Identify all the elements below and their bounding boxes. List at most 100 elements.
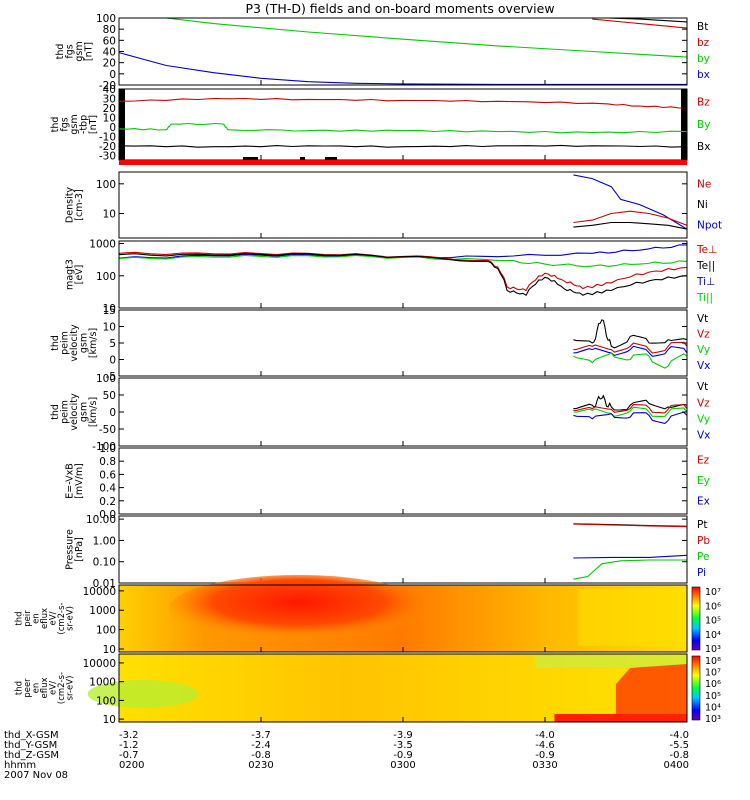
- y-tick-label: 20: [103, 58, 116, 70]
- y-axis-label-line: [nT]: [88, 115, 99, 134]
- y-axis-label-line: thd: [15, 611, 25, 625]
- series-line-Pe: [573, 559, 687, 580]
- y-axis-label-line: [eV]: [74, 265, 85, 285]
- series-line-Pi: [573, 554, 687, 559]
- legend-Pe: Pe: [697, 551, 709, 563]
- y-tick-label: 40: [103, 47, 116, 59]
- footer-value: -1.2: [119, 740, 139, 751]
- legend-Ey: Ey: [697, 475, 710, 487]
- y-tick-label: -50: [99, 424, 116, 436]
- legend-Vy: Vy: [697, 344, 710, 356]
- footer-row-label: thd_Z-GSM: [4, 750, 59, 761]
- y-tick-label: 100: [96, 625, 116, 637]
- y-tick-label: 15: [103, 305, 116, 317]
- y-axis-label-line: -tbp: [79, 115, 90, 134]
- figure-title: P3 (TH-D) fields and on-board moments ov…: [245, 1, 554, 16]
- colorbar-tick-label: 10⁸: [705, 656, 721, 667]
- legend-Ti||: Ti||: [696, 292, 713, 304]
- y-axis-label-line: [nPa]: [74, 537, 85, 562]
- colorbar-tick-label: 10⁷: [705, 668, 721, 679]
- y-tick-label: 0.4: [99, 483, 116, 495]
- y-tick-label: -30: [99, 150, 116, 162]
- y-tick-label: 50: [103, 390, 116, 402]
- legend-Npot: Npot: [697, 220, 722, 232]
- y-axis-label-line: (cm2-s-: [57, 602, 67, 634]
- legend-Pb: Pb: [697, 535, 710, 547]
- series-group: [119, 244, 687, 296]
- y-axis-label-line: peir: [23, 610, 33, 627]
- spectrogram-high-energy: [535, 656, 687, 668]
- y-axis-label-line: [km/s]: [88, 397, 99, 427]
- colorbar-tick-label: 10³: [705, 714, 721, 725]
- y-axis-label-line: thd: [50, 404, 61, 420]
- footer-value: 0230: [248, 760, 273, 771]
- y-axis-label-line: eflux: [40, 677, 50, 698]
- series-line-by: [161, 18, 687, 58]
- footer-value: -0.8: [251, 750, 271, 761]
- series-line-bx: [119, 52, 687, 85]
- y-axis-label-line: thd: [50, 335, 61, 351]
- series-line-Te||: [119, 253, 687, 296]
- series-line-bz: [592, 18, 687, 29]
- series-line-Pb: [573, 523, 687, 528]
- series-line-Vy: [573, 352, 687, 369]
- footer-date: 2007 Nov 08: [4, 770, 68, 781]
- colorbar: [691, 655, 701, 721]
- y-tick-label: 1.00: [93, 535, 116, 547]
- series-line-Bx: [119, 144, 687, 148]
- y-tick-label: 100: [96, 695, 116, 707]
- panel-e-vxb: 1.00.80.6 0.40.20.0 E=-VxB[mV/m] Ez Ey Ex: [64, 443, 710, 521]
- status-bar-mark: [243, 157, 258, 160]
- colorbar-tick-label: 10⁵: [705, 691, 721, 702]
- panel-density: 100 10 Density[cm-3] Ne Ni Npot: [64, 171, 722, 239]
- y-axis-label-line: en: [32, 683, 42, 694]
- series-line-Vx: [573, 411, 687, 424]
- y-axis-label-line: peim: [60, 331, 71, 355]
- footer-value: -3.5: [393, 740, 413, 751]
- legend-Ne: Ne: [697, 178, 711, 190]
- spectrogram-peer-en-eflux: 10000 1000 100 10 thdpeerenefluxeV/(cm2-s-sr…: [15, 653, 721, 726]
- legend-By: By: [697, 119, 710, 131]
- y-tick-label: 0: [109, 407, 116, 419]
- series-line-Npot: [573, 174, 687, 230]
- y-tick-label: 100: [96, 373, 116, 385]
- y-tick-label: -20: [99, 141, 116, 153]
- y-tick-label: 1000: [89, 239, 116, 251]
- footer-value: -2.4: [251, 740, 271, 751]
- y-axis-label-line: gsm: [69, 114, 80, 134]
- y-axis-label-line: peer: [23, 678, 33, 698]
- legend-bz: bz: [697, 37, 710, 49]
- footer-value: -3.7: [251, 730, 271, 741]
- y-tick-label: 10: [103, 322, 116, 334]
- status-bar-mark: [300, 157, 305, 160]
- y-axis-label-line: Density: [64, 187, 75, 223]
- footer-row-label: thd_Y-GSM: [4, 740, 57, 751]
- y-tick-label: 1000: [89, 677, 116, 689]
- footer-row-label: hhmm: [4, 760, 36, 771]
- series-line-Ti||: [119, 254, 687, 268]
- spectrogram-peir-en-eflux: 10000 1000 100 10 thdpeirenefluxeV/(cm2-s-sr…: [15, 575, 721, 656]
- colorbar-tick-label: 10⁶: [705, 679, 721, 690]
- y-axis-label-line: fgs: [60, 117, 71, 131]
- legend-Ni: Ni: [697, 199, 708, 211]
- y-tick-label: 0: [109, 69, 116, 81]
- panel-pressure: 10.00 1.00 0.10 0.01 Pressure[nPa] Pt Pb Pe Pi: [64, 514, 710, 590]
- y-axis-label-line: velocity: [69, 393, 80, 431]
- y-axis-label: Density[cm-3]: [64, 187, 85, 223]
- legend-Vy: Vy: [697, 414, 710, 426]
- legend-Vz: Vz: [697, 397, 710, 409]
- series-line-Vx: [573, 345, 687, 357]
- footer-value: 0200: [119, 760, 144, 771]
- y-axis-label-line: [mV/m]: [74, 463, 85, 499]
- y-axis-label: Pressure[nPa]: [64, 529, 85, 570]
- panel-frame: [118, 515, 688, 584]
- y-axis-label-line: gsm: [79, 333, 90, 353]
- legend-Ez: Ez: [697, 454, 710, 466]
- legend-Te⊥: Te⊥: [696, 244, 717, 256]
- y-tick-label: 100: [96, 13, 116, 25]
- y-tick-label: 0.10: [93, 557, 116, 569]
- colorbar-tick-label: 10³: [705, 644, 721, 655]
- y-tick-label: 10000: [83, 658, 116, 670]
